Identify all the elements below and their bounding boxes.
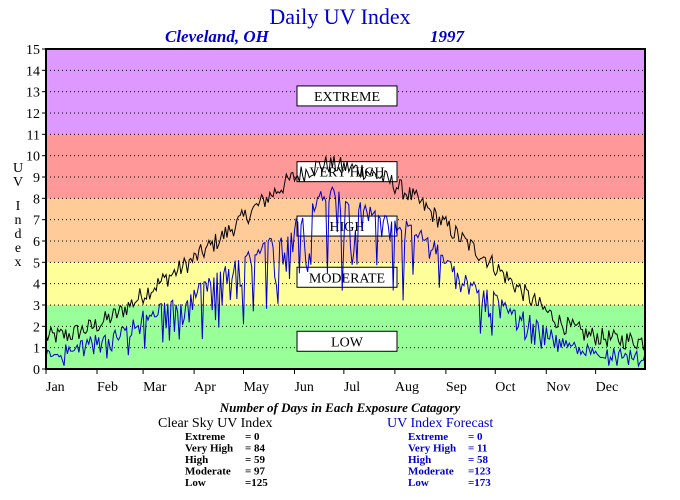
chart-year: 1997: [430, 27, 466, 46]
forecast-heading: UV Index Forecast: [387, 416, 493, 431]
forecast-value-3: =123: [468, 466, 491, 478]
y-label-char-6: e: [15, 241, 21, 256]
x-tick-label-dec: Dec: [596, 380, 619, 395]
x-axis: Jan Feb Mar Apr May Jun Jul Aug Sep Oct Nov Dec: [45, 369, 619, 395]
x-tick-label-jan: Jan: [46, 380, 65, 395]
y-tick-label-7: 7: [33, 214, 40, 229]
clear-sky-value-2: = 59: [245, 454, 266, 466]
chart-title: Daily UV Index: [269, 4, 410, 29]
band-label-extreme: EXTREME: [314, 90, 380, 105]
clear-sky-label-3: Moderate: [185, 466, 231, 478]
y-tick-label-9: 9: [33, 171, 40, 186]
forecast-label-3: Moderate: [408, 466, 454, 478]
clear-sky-value-4: =125: [245, 477, 268, 489]
y-label-char-0: U: [13, 161, 23, 176]
series-clear-sky-line: [45, 155, 646, 351]
x-tick-label-feb: Feb: [97, 380, 118, 395]
forecast-label-2: High: [408, 454, 431, 466]
x-tick-label-nov: Nov: [546, 380, 570, 395]
clear-sky-label-1: Very High: [185, 443, 233, 455]
x-tick-label-oct: Oct: [495, 380, 515, 395]
forecast-label-4: Low: [408, 477, 429, 489]
y-tick-label-6: 6: [33, 235, 40, 250]
y-tick-label-2: 2: [33, 320, 40, 335]
y-tick-label-13: 13: [26, 86, 40, 101]
x-tick-label-aug: Aug: [395, 380, 419, 395]
band-label-box-0: [296, 85, 398, 107]
band-label-moderate: MODERATE: [309, 271, 385, 286]
exposure-bands: [46, 49, 645, 369]
clear-sky-value-1: = 84: [245, 443, 266, 455]
y-tick-label-11: 11: [27, 128, 40, 143]
clear-sky-value-3: = 97: [245, 466, 266, 478]
x-tick-label-sep: Sep: [446, 380, 467, 395]
band-label-low: LOW: [331, 335, 364, 350]
summary-caption: Number of Days in Each Exposure Catagory: [219, 400, 461, 415]
y-label-char-3: I: [16, 199, 21, 214]
y-label-char-5: d: [15, 227, 22, 242]
band-label-box-2: [296, 215, 398, 237]
y-tick-label-3: 3: [33, 299, 40, 314]
plot-frame: [45, 48, 646, 370]
clear-sky-label-4: Low: [185, 477, 206, 489]
y-label-char-4: n: [15, 213, 22, 228]
x-tick-label-may: May: [243, 380, 269, 395]
series-forecast-line: [45, 185, 646, 368]
y-tick-label-1: 1: [33, 342, 40, 357]
forecast-label-0: Extreme: [408, 431, 448, 443]
y-label-char-7: x: [15, 255, 22, 270]
y-tick-label-15: 15: [26, 43, 40, 58]
y-tick-label-12: 12: [26, 107, 40, 122]
forecast-table: Extreme = 0 Very High = 11 High = 58 Moderate =…: [408, 431, 491, 489]
forecast-value-1: = 11: [468, 443, 487, 455]
band-label-box-3: [296, 266, 398, 288]
x-tick-label-mar: Mar: [143, 380, 167, 395]
x-tick-label-jun: Jun: [294, 380, 313, 395]
y-tick-label-5: 5: [33, 256, 40, 271]
x-tick-label-jul: Jul: [344, 380, 360, 395]
y-tick-label-0: 0: [33, 363, 40, 378]
clear-sky-label-0: Extreme: [185, 431, 225, 443]
y-tick-label-8: 8: [33, 192, 40, 207]
band-label-high: HIGH: [330, 220, 365, 235]
clear-sky-table: Extreme = 0 Very High = 84 High = 59 Moderate =…: [185, 431, 268, 489]
series-lines: [45, 155, 646, 368]
clear-sky-heading: Clear Sky UV Index: [158, 416, 272, 431]
band-label-box-4: [296, 330, 398, 352]
y-tick-label-10: 10: [26, 150, 40, 165]
forecast-value-4: =173: [468, 477, 491, 489]
forecast-label-1: Very High: [408, 443, 456, 455]
forecast-value-2: = 58: [468, 454, 489, 466]
y-label-char-1: V: [13, 175, 23, 190]
x-tick-label-apr: Apr: [194, 380, 216, 395]
clear-sky-value-0: = 0: [245, 431, 260, 443]
y-tick-label-14: 14: [26, 64, 40, 79]
chart-location: Cleveland, OH: [165, 27, 270, 46]
y-tick-label-4: 4: [33, 278, 40, 293]
clear-sky-label-2: High: [185, 454, 208, 466]
forecast-value-0: = 0: [468, 431, 483, 443]
